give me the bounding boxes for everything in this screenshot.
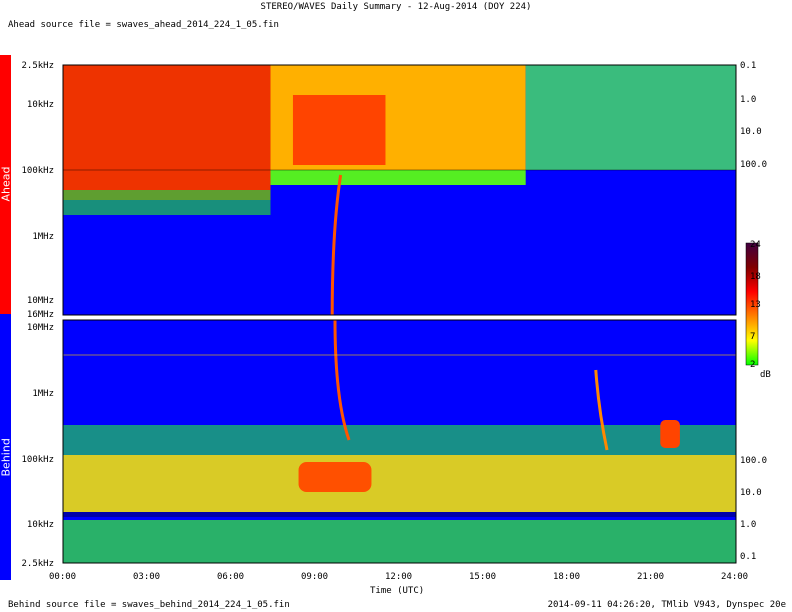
behind-type-iii-burst-1910 (594, 369, 609, 451)
ahead-type-iii-burst (330, 174, 343, 316)
xtick-0000: 00:00 (49, 572, 77, 582)
ahead-frame (62, 64, 737, 316)
behind-dark-line (63, 512, 736, 517)
behind-frame (62, 319, 737, 564)
ahead-ytick-16mhz: 16MHz (26, 310, 54, 320)
ahead-rtick-100.0: 100.0 (740, 160, 768, 170)
ahead-source-file: Ahead source file = swaves_ahead_2014_22… (8, 20, 279, 30)
behind-late-burst-patch (660, 420, 680, 448)
xtick-1800: 18:00 (553, 572, 581, 582)
colorbar-unit: dB (760, 370, 771, 380)
colorbar-tick-2: 2 (750, 360, 756, 370)
ahead-rtick-10.0: 10.0 (740, 127, 762, 137)
behind-ytick-10khz: 10kHz (26, 520, 54, 530)
behind-side-bar: Behind (0, 314, 13, 580)
behind-ytick-10mhz: 10MHz (26, 323, 54, 333)
xtick-2100: 21:00 (637, 572, 665, 582)
xtick-1500: 15:00 (469, 572, 497, 582)
footer-info: 2014-09-11 04:26:20, TMlib V943, Dynspec… (547, 600, 786, 610)
xtick-1200: 12:00 (385, 572, 413, 582)
ahead-mid-red-patch (292, 95, 386, 165)
x-axis-label: Time (UTC) (370, 586, 425, 596)
behind-rtick-1.0: 1.0 (740, 520, 757, 530)
xtick-0900: 09:00 (301, 572, 329, 582)
behind-low-freq-yellow-band (63, 455, 736, 515)
ahead-low-freq-red-block (63, 65, 271, 200)
colorbar (745, 242, 759, 366)
colorbar-tick-24: 24 (750, 240, 761, 250)
behind-type-ii-patch (298, 462, 372, 492)
behind-green-band (63, 425, 736, 455)
ahead-mid-green-band (270, 170, 526, 185)
behind-ytick-2.5khz: 2.5kHz (21, 559, 54, 569)
colorbar-tick-18: 18 (750, 272, 761, 282)
ahead-late-green-block (525, 65, 736, 170)
ahead-ytick-10khz: 10kHz (26, 100, 54, 110)
behind-bottom-green-band (63, 520, 736, 563)
xtick-0300: 03:00 (133, 572, 161, 582)
behind-type-iii-burst-0950 (333, 319, 351, 441)
behind-ytick-1mhz: 1MHz (32, 389, 54, 399)
ahead-rtick-0.1: 0.1 (740, 61, 757, 71)
ahead-ytick-100khz: 100kHz (21, 166, 54, 176)
behind-rtick-0.1: 0.1 (740, 552, 757, 562)
behind-rtick-10.0: 10.0 (740, 488, 762, 498)
ahead-rtick-1.0: 1.0 (740, 95, 757, 105)
colorbar-tick-7: 7 (750, 332, 756, 342)
ahead-ytick-2.5khz: 2.5kHz (21, 61, 54, 71)
ahead-side-bar: Ahead (0, 55, 13, 314)
colorbar-tick-13: 13 (750, 300, 761, 310)
ahead-ytick-10mhz: 10MHz (26, 296, 54, 306)
behind-rtick-100.0: 100.0 (740, 456, 768, 466)
xtick-0600: 06:00 (217, 572, 245, 582)
ahead-green-edge (63, 190, 271, 215)
behind-source-file: Behind source file = swaves_behind_2014_… (8, 600, 290, 610)
page-title: STEREO/WAVES Daily Summary - 12-Aug-2014… (260, 2, 532, 12)
ahead-ytick-1mhz: 1MHz (32, 232, 54, 242)
behind-ytick-100khz: 100kHz (21, 455, 54, 465)
xtick-2400: 24:00 (721, 572, 749, 582)
